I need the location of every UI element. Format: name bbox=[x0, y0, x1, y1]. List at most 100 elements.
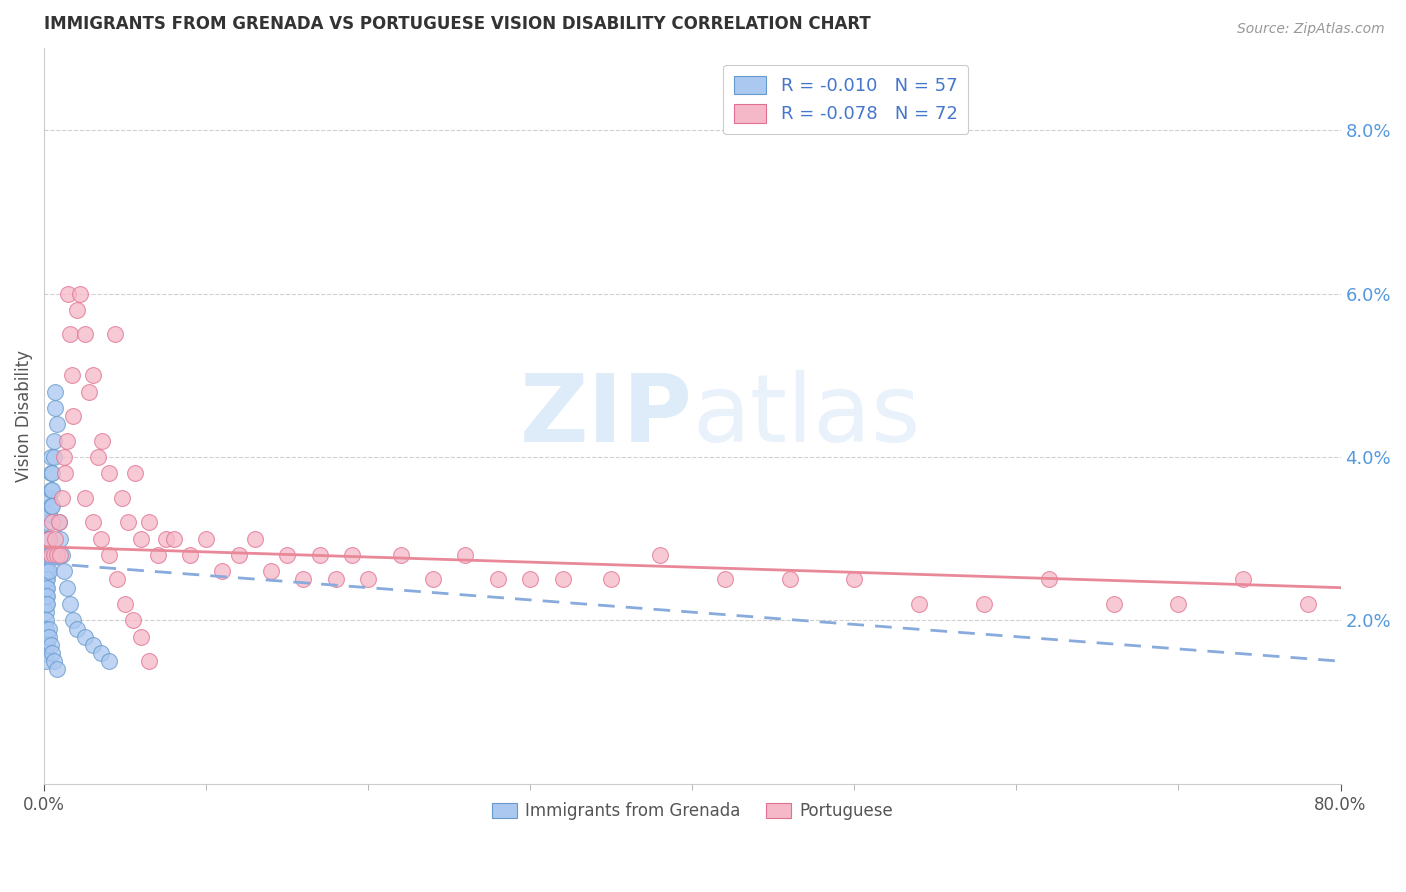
Point bbox=[35, 597, 58, 611]
Point bbox=[69, 286, 91, 301]
Point bbox=[42, 450, 65, 464]
Point bbox=[90, 646, 112, 660]
Point bbox=[1296, 597, 1319, 611]
Point bbox=[138, 516, 160, 530]
Point bbox=[111, 491, 134, 505]
Point bbox=[39, 548, 62, 562]
Point bbox=[97, 654, 120, 668]
Point bbox=[195, 532, 218, 546]
Point bbox=[155, 532, 177, 546]
Point bbox=[35, 605, 58, 619]
Point bbox=[124, 467, 146, 481]
Point bbox=[39, 450, 62, 464]
Point bbox=[35, 564, 58, 578]
Point bbox=[38, 507, 60, 521]
Point bbox=[52, 450, 75, 464]
Point bbox=[73, 491, 96, 505]
Point bbox=[46, 417, 69, 432]
Point bbox=[179, 548, 201, 562]
Point bbox=[35, 646, 58, 660]
Point bbox=[91, 434, 114, 448]
Point bbox=[41, 499, 63, 513]
Point bbox=[38, 548, 60, 562]
Point bbox=[138, 654, 160, 668]
Point bbox=[35, 589, 58, 603]
Y-axis label: Vision Disability: Vision Disability bbox=[15, 350, 32, 482]
Point bbox=[42, 434, 65, 448]
Point bbox=[35, 548, 58, 562]
Point bbox=[779, 573, 801, 587]
Point bbox=[422, 573, 444, 587]
Point bbox=[35, 573, 58, 587]
Point bbox=[340, 548, 363, 562]
Point bbox=[58, 286, 80, 301]
Point bbox=[37, 630, 59, 644]
Point bbox=[38, 491, 60, 505]
Point bbox=[308, 548, 330, 562]
Point bbox=[44, 401, 66, 415]
Point bbox=[48, 516, 70, 530]
Text: atlas: atlas bbox=[692, 370, 921, 462]
Point bbox=[48, 516, 70, 530]
Point bbox=[44, 384, 66, 399]
Point bbox=[51, 548, 73, 562]
Point bbox=[37, 581, 59, 595]
Point bbox=[38, 630, 60, 644]
Point bbox=[844, 573, 866, 587]
Point bbox=[38, 564, 60, 578]
Point bbox=[56, 581, 79, 595]
Point bbox=[53, 467, 76, 481]
Point bbox=[62, 613, 84, 627]
Point bbox=[1167, 597, 1189, 611]
Text: Source: ZipAtlas.com: Source: ZipAtlas.com bbox=[1237, 22, 1385, 37]
Point bbox=[38, 532, 60, 546]
Point bbox=[49, 548, 72, 562]
Point bbox=[131, 630, 153, 644]
Point bbox=[41, 483, 63, 497]
Point bbox=[117, 516, 139, 530]
Point bbox=[35, 654, 58, 668]
Point bbox=[37, 532, 59, 546]
Point bbox=[211, 564, 233, 578]
Point bbox=[39, 483, 62, 497]
Point bbox=[973, 597, 995, 611]
Point bbox=[82, 516, 104, 530]
Point bbox=[42, 654, 65, 668]
Point bbox=[59, 597, 82, 611]
Point bbox=[486, 573, 509, 587]
Point bbox=[357, 573, 380, 587]
Point bbox=[73, 327, 96, 342]
Point bbox=[38, 532, 60, 546]
Point bbox=[37, 564, 59, 578]
Point bbox=[46, 548, 69, 562]
Point bbox=[37, 597, 59, 611]
Point bbox=[131, 532, 153, 546]
Point bbox=[163, 532, 186, 546]
Point bbox=[1102, 597, 1125, 611]
Point bbox=[35, 613, 58, 627]
Point bbox=[260, 564, 283, 578]
Legend: Immigrants from Grenada, Portuguese: Immigrants from Grenada, Portuguese bbox=[485, 796, 900, 827]
Point bbox=[82, 638, 104, 652]
Point bbox=[41, 516, 63, 530]
Point bbox=[454, 548, 477, 562]
Point bbox=[41, 467, 63, 481]
Point bbox=[35, 532, 58, 546]
Point bbox=[104, 327, 127, 342]
Point bbox=[105, 573, 128, 587]
Point bbox=[37, 516, 59, 530]
Point bbox=[37, 638, 59, 652]
Point bbox=[65, 302, 87, 317]
Point bbox=[325, 573, 347, 587]
Point bbox=[49, 532, 72, 546]
Point bbox=[1232, 573, 1254, 587]
Point bbox=[97, 467, 120, 481]
Point bbox=[648, 548, 671, 562]
Point bbox=[86, 450, 108, 464]
Point bbox=[38, 622, 60, 636]
Point bbox=[389, 548, 412, 562]
Point bbox=[56, 434, 79, 448]
Point bbox=[114, 597, 136, 611]
Point bbox=[519, 573, 541, 587]
Point bbox=[35, 581, 58, 595]
